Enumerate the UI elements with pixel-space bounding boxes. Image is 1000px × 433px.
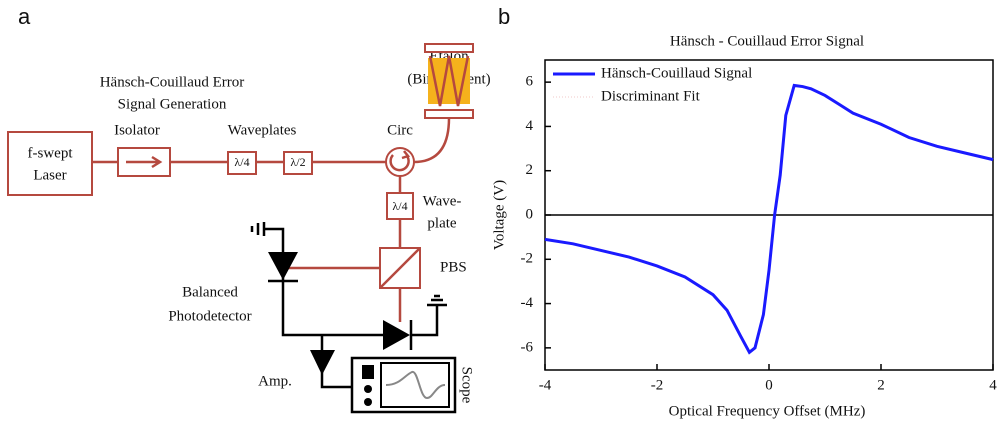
label: Waveplates bbox=[228, 122, 297, 138]
label: Balanced bbox=[182, 284, 238, 300]
x-tick-label: -2 bbox=[651, 377, 664, 393]
y-tick-label: 0 bbox=[526, 206, 534, 222]
diagram-title: Signal Generation bbox=[118, 96, 227, 112]
y-tick-label: -4 bbox=[521, 295, 534, 311]
diagram: Hänsch-Couillaud Error Signal Generation… bbox=[7, 43, 491, 414]
series-line bbox=[544, 83, 994, 355]
panel-label: b bbox=[498, 4, 510, 29]
amplifier bbox=[310, 350, 335, 375]
label: Photodetector bbox=[168, 308, 251, 324]
photodiode bbox=[268, 252, 298, 280]
photodiode bbox=[383, 320, 410, 350]
waveplate bbox=[227, 151, 257, 175]
y-tick-label: 6 bbox=[526, 74, 534, 90]
wire bbox=[250, 222, 383, 337]
y-axis-label: Voltage (V) bbox=[491, 180, 507, 250]
diagram-title: Hänsch-Couillaud Error bbox=[100, 74, 245, 90]
circulator-arrow bbox=[389, 150, 411, 172]
label: Circ bbox=[387, 122, 413, 138]
x-tick-label: 4 bbox=[989, 377, 997, 393]
y-tick-label: -6 bbox=[521, 339, 534, 355]
x-tick-label: -4 bbox=[539, 377, 552, 393]
scope-knob bbox=[364, 398, 372, 406]
waveplate bbox=[386, 192, 414, 220]
label: plate bbox=[427, 215, 456, 231]
scope-trace bbox=[385, 371, 446, 400]
isolator-arrow bbox=[126, 155, 163, 169]
series-line bbox=[544, 84, 994, 354]
waveplate bbox=[283, 151, 313, 175]
label: Isolator bbox=[114, 122, 160, 138]
scope-knob bbox=[364, 385, 372, 393]
y-tick-label: 4 bbox=[526, 118, 534, 134]
laser bbox=[7, 131, 93, 196]
label: Scope bbox=[459, 367, 475, 404]
label: λ/4 bbox=[392, 199, 407, 213]
etalon-mirror bbox=[424, 43, 474, 53]
pbs-diagonal bbox=[379, 247, 421, 289]
label: PBS bbox=[440, 259, 467, 275]
legend-label: Discriminant Fit bbox=[601, 88, 701, 104]
x-tick-label: 2 bbox=[877, 377, 885, 393]
chart: Hänsch - Couillaud Error Signal Optical … bbox=[491, 33, 997, 419]
x-axis-label: Optical Frequency Offset (MHz) bbox=[669, 403, 866, 419]
label: Laser bbox=[33, 167, 66, 183]
x-tick-label: 0 bbox=[765, 377, 773, 393]
beam bbox=[413, 117, 451, 164]
etalon-mirror bbox=[424, 109, 474, 119]
label: f-swept bbox=[28, 145, 74, 161]
legend-label: Hänsch-Couillaud Signal bbox=[601, 65, 752, 81]
label: Amp. bbox=[258, 373, 292, 389]
wire bbox=[409, 294, 447, 350]
label: λ/2 bbox=[290, 155, 305, 169]
scope-knob bbox=[362, 365, 374, 379]
chart-title: Hänsch - Couillaud Error Signal bbox=[670, 33, 864, 49]
wire bbox=[320, 335, 352, 389]
label: Wave- bbox=[423, 193, 462, 209]
etalon-beam bbox=[428, 55, 470, 107]
y-tick-label: 2 bbox=[526, 162, 534, 178]
label: λ/4 bbox=[234, 155, 249, 169]
y-tick-label: -2 bbox=[521, 251, 534, 267]
panel-label: a bbox=[18, 4, 31, 29]
